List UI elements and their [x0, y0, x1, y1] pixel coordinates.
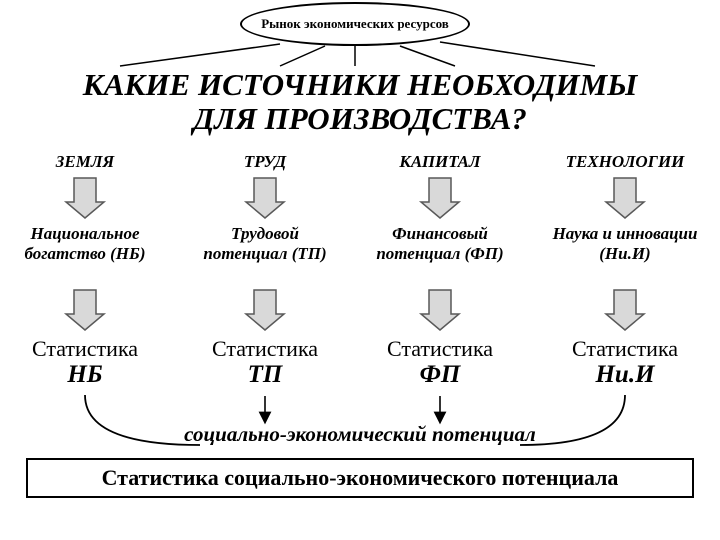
block-arrows-row1	[66, 178, 644, 218]
stat-tech-abbrev: Ни.И	[595, 361, 654, 388]
stat-land: Статистика НБ	[20, 337, 150, 389]
top-oval-text: Рынок экономических ресурсов	[261, 16, 449, 32]
sep-label: социально-экономический потенциал	[0, 422, 720, 447]
main-title-line1: КАКИЕ ИСТОЧНИКИ НЕОБХОДИМЫ	[83, 67, 638, 102]
stat-capital: Статистика ФП	[375, 337, 505, 389]
col-head-capital: КАПИТАЛ	[380, 152, 500, 172]
stat-labor-abbrev: ТП	[248, 361, 283, 388]
stat-capital-label: Статистика	[387, 336, 493, 361]
main-title: КАКИЕ ИСТОЧНИКИ НЕОБХОДИМЫ ДЛЯ ПРОИЗВОДС…	[0, 68, 720, 136]
potential-capital: Финансовый потенциал (ФП)	[370, 224, 510, 263]
bottom-box-text: Статистика социально-экономического поте…	[102, 465, 619, 491]
potential-labor: Трудовой потенциал (ТП)	[195, 224, 335, 263]
stat-labor-label: Статистика	[212, 336, 318, 361]
potential-land: Национальное богатство (НБ)	[10, 224, 160, 263]
col-head-tech: ТЕХНОЛОГИИ	[555, 152, 695, 172]
stat-capital-abbrev: ФП	[420, 361, 461, 388]
top-oval: Рынок экономических ресурсов	[240, 2, 470, 46]
bottom-box: Статистика социально-экономического поте…	[26, 458, 694, 498]
col-head-land: ЗЕМЛЯ	[25, 152, 145, 172]
stat-land-abbrev: НБ	[67, 361, 102, 388]
stat-land-label: Статистика	[32, 336, 138, 361]
main-title-line2: ДЛЯ ПРОИЗВОДСТВА?	[193, 101, 527, 136]
stat-labor: Статистика ТП	[200, 337, 330, 389]
col-head-labor: ТРУД	[205, 152, 325, 172]
stat-tech: Статистика Ни.И	[560, 337, 690, 389]
stat-tech-label: Статистика	[572, 336, 678, 361]
block-arrows-row2	[66, 290, 644, 330]
potential-tech: Наука и инновации (Ни.И)	[545, 224, 705, 263]
